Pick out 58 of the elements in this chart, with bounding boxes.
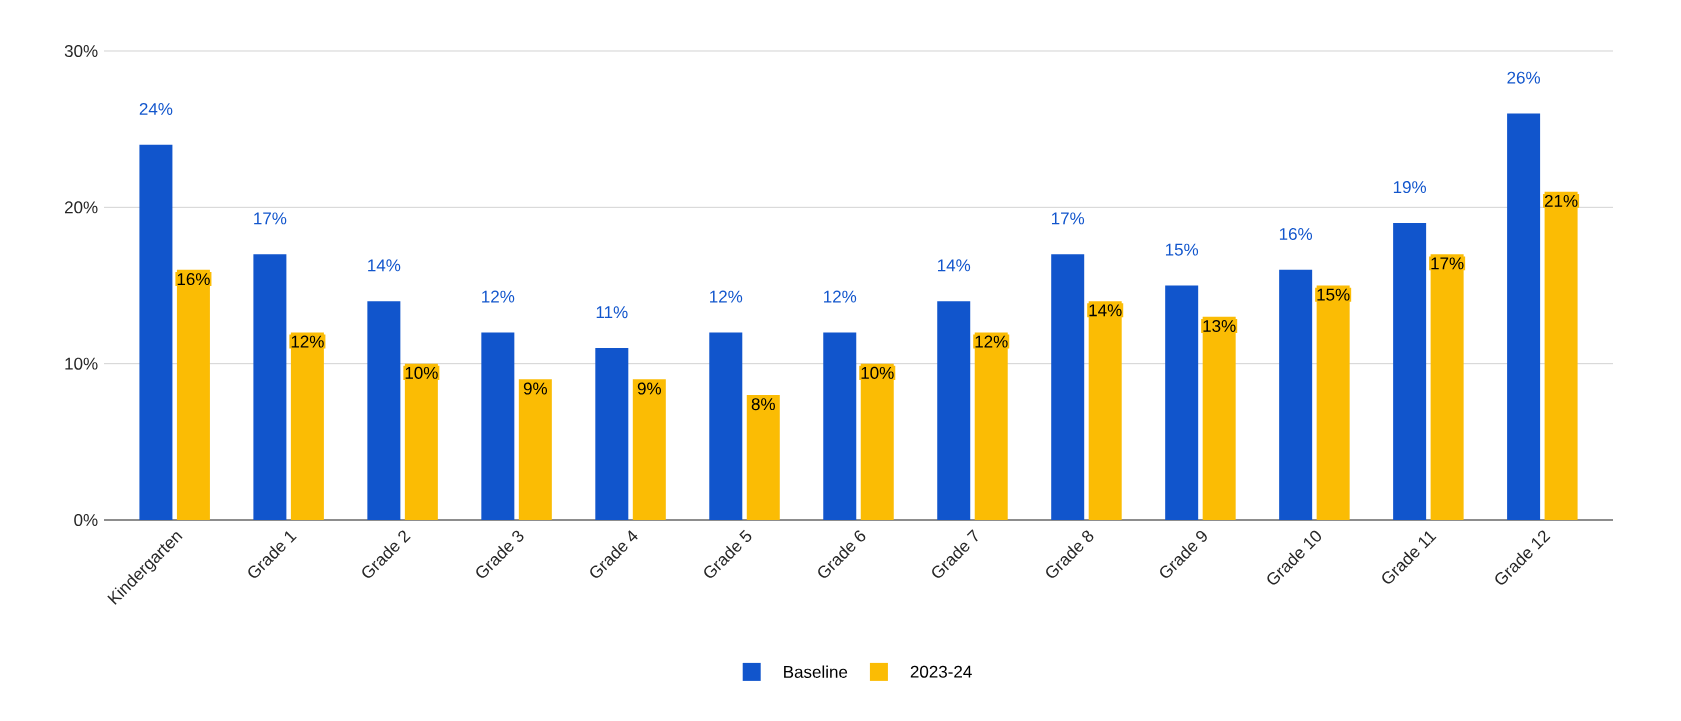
bar <box>1430 254 1464 520</box>
data-label: 9% <box>637 382 661 395</box>
data-label: 8% <box>751 398 775 411</box>
data-label: 17% <box>254 212 287 225</box>
data-label: 17% <box>1431 257 1464 270</box>
bar <box>253 254 287 520</box>
bar <box>1316 285 1350 520</box>
bar <box>937 301 971 520</box>
bar <box>823 332 857 520</box>
data-label: 16% <box>177 273 210 286</box>
bar <box>746 394 780 520</box>
data-label: 21% <box>1544 194 1578 207</box>
data-label: 16% <box>1279 227 1313 241</box>
bar <box>1279 269 1313 520</box>
data-label: 12% <box>482 290 515 303</box>
data-label: 9% <box>523 382 548 395</box>
y-tick-label: 10% <box>65 357 98 370</box>
bar <box>1393 222 1427 520</box>
bar <box>139 144 173 520</box>
bar <box>518 379 552 520</box>
bar <box>404 363 438 520</box>
data-label: 15% <box>1165 243 1199 256</box>
bar <box>974 332 1008 520</box>
legend-label: 2023-24 <box>910 665 972 678</box>
data-label: 10% <box>405 366 438 379</box>
data-label: 13% <box>1203 319 1236 333</box>
bar <box>1165 285 1199 520</box>
bar <box>860 363 894 520</box>
bar <box>367 301 401 520</box>
y-tick-label: 20% <box>64 201 98 214</box>
data-label: 17% <box>1051 212 1085 225</box>
bar <box>1544 191 1578 520</box>
y-tick-label: 0% <box>74 513 98 527</box>
bar <box>632 379 666 520</box>
bar <box>290 332 324 520</box>
bar <box>1507 113 1541 520</box>
bar <box>709 332 743 520</box>
bar <box>1202 316 1236 520</box>
legend-label: Baseline <box>784 665 848 678</box>
data-label: 11% <box>596 306 628 319</box>
data-label: 12% <box>710 290 743 303</box>
data-label: 12% <box>291 335 324 348</box>
data-label: 14% <box>1089 304 1122 317</box>
data-label: 15% <box>1317 288 1350 301</box>
data-label: 14% <box>368 259 401 272</box>
bar <box>176 269 210 520</box>
bar <box>595 348 629 520</box>
data-label: 12% <box>824 290 857 303</box>
data-label: 19% <box>1393 181 1427 194</box>
bar <box>1051 254 1085 520</box>
data-label: 10% <box>861 366 894 379</box>
y-tick-label: 30% <box>64 44 98 58</box>
data-label: 12% <box>975 335 1008 348</box>
bar <box>481 332 515 520</box>
bar <box>1088 301 1122 520</box>
data-label: 26% <box>1507 71 1540 84</box>
data-label: 24% <box>139 102 173 115</box>
data-label: 14% <box>938 259 971 272</box>
